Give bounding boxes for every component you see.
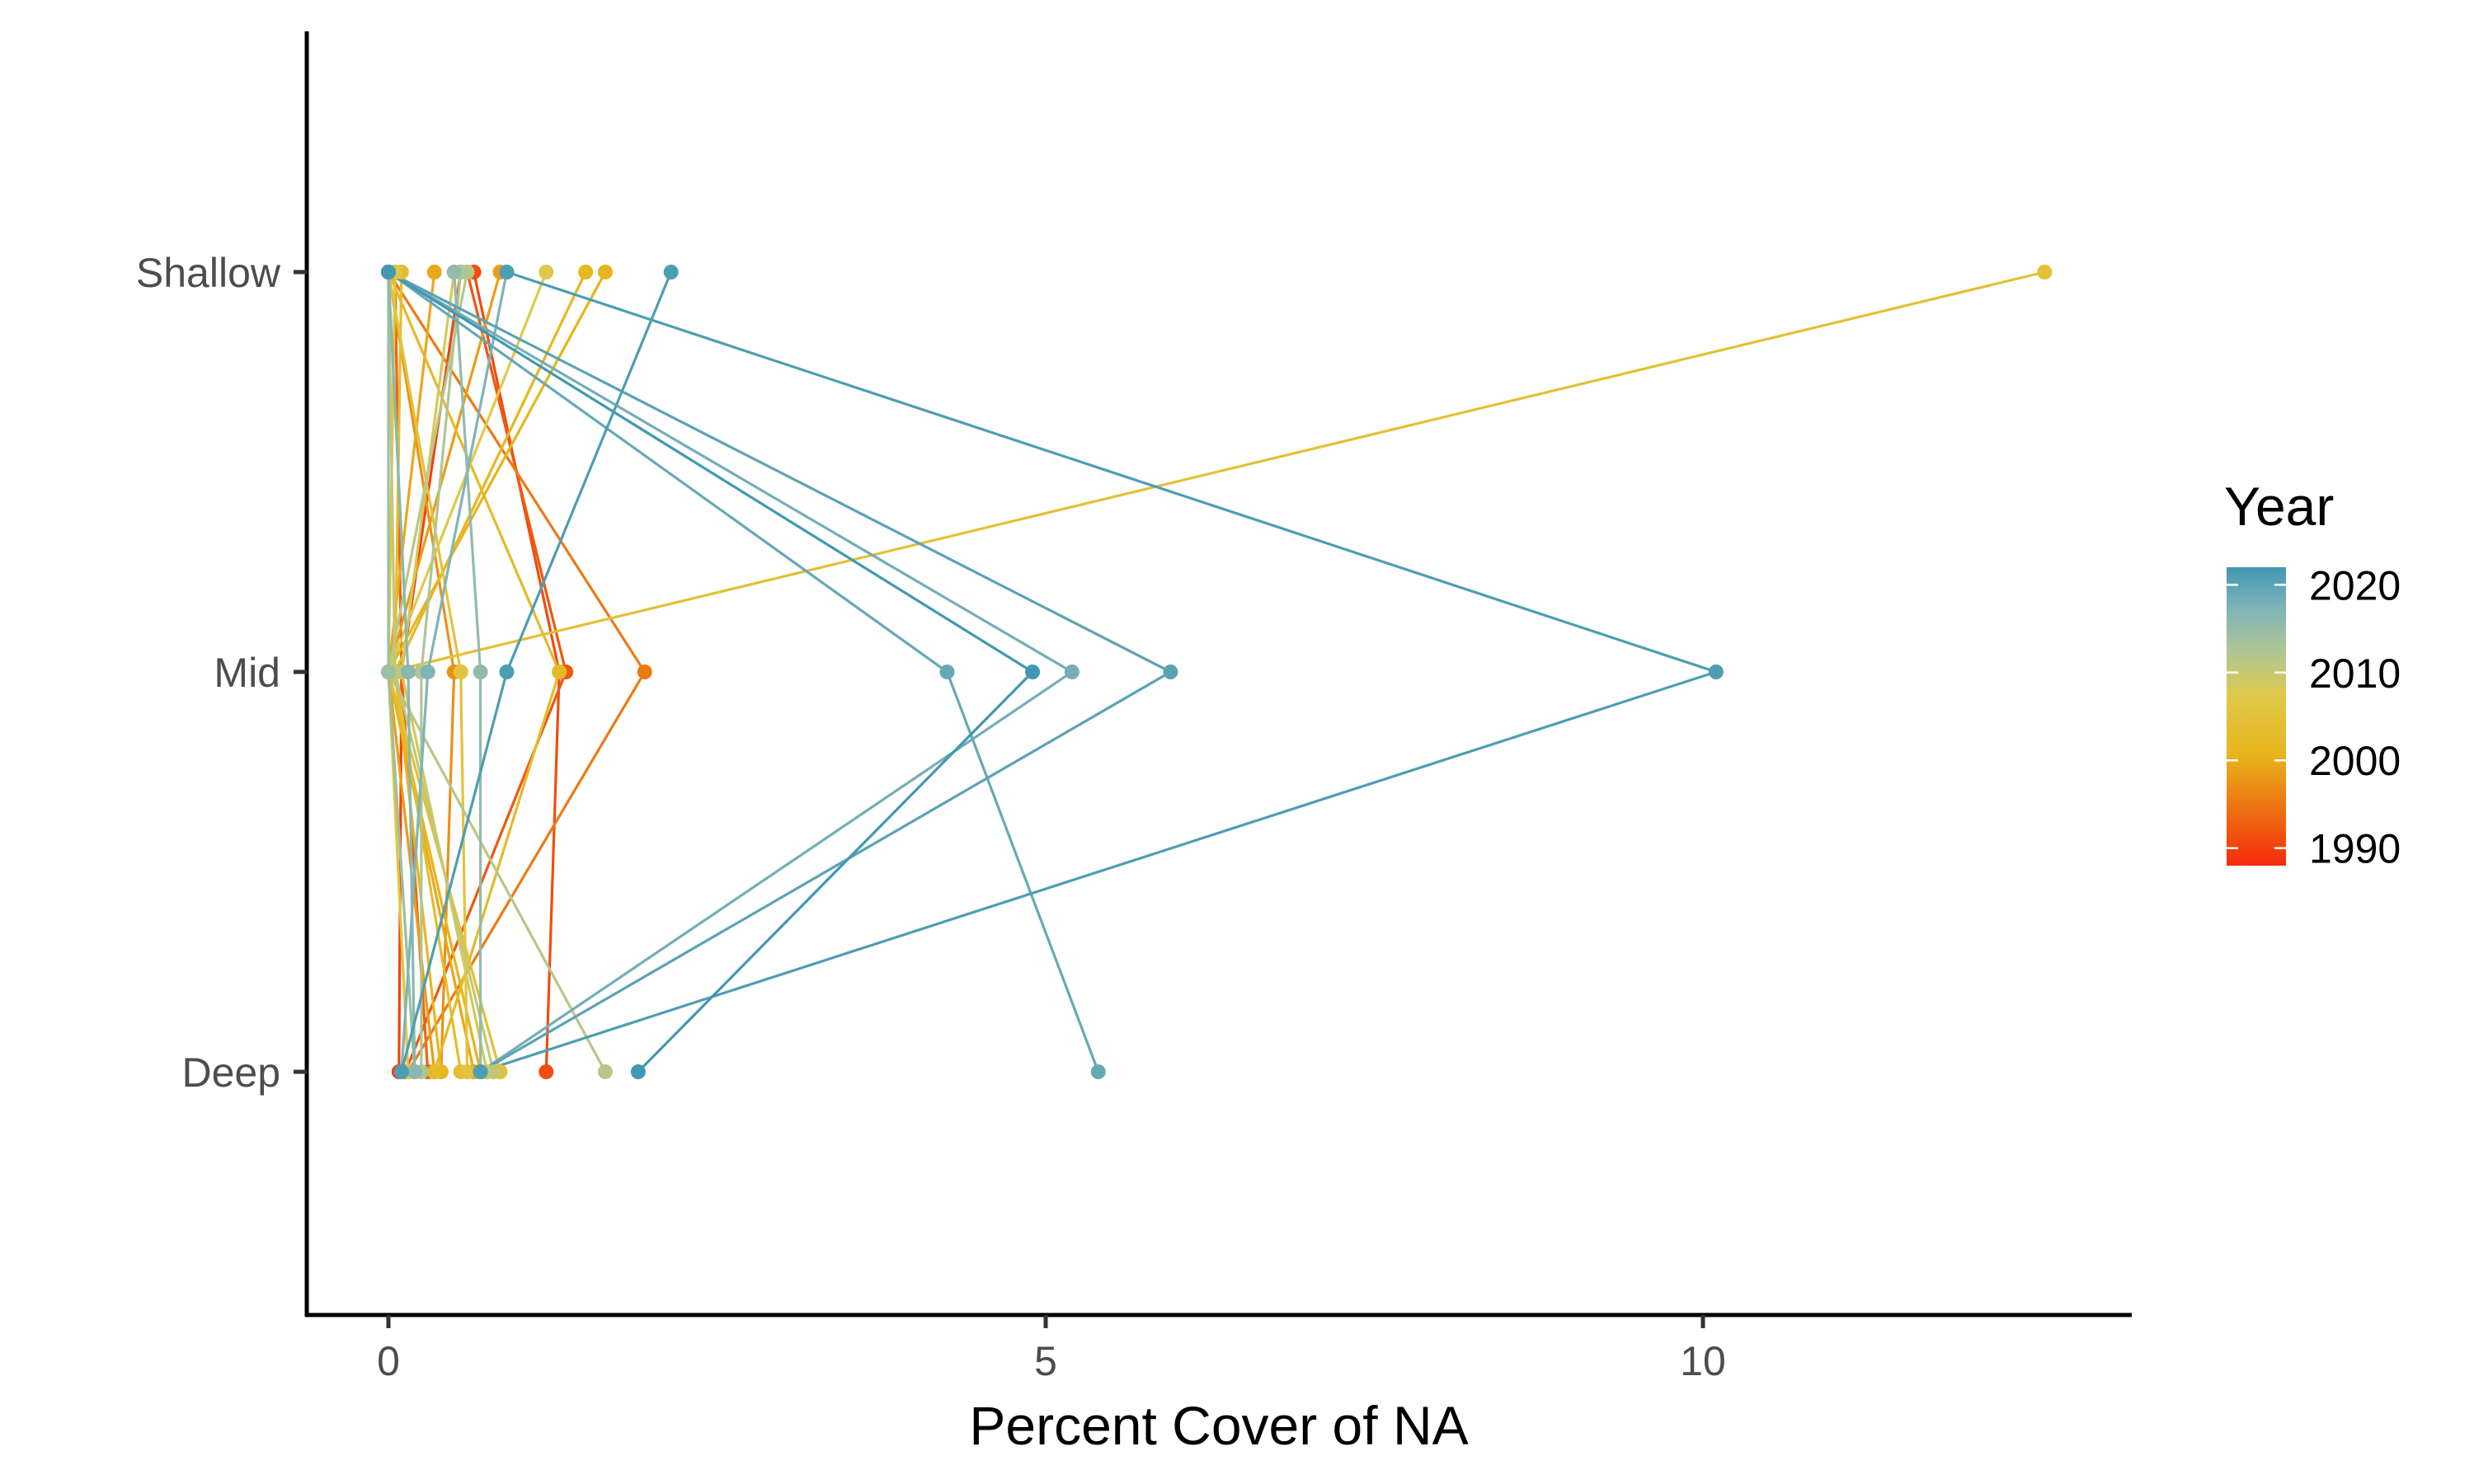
y-ticks: Deep Mid Shallow — [136, 250, 307, 1096]
legend-label-2020: 2020 — [2309, 562, 2401, 608]
point-2005-deep-13 — [459, 1064, 475, 1079]
point-2021-shallow-27 — [499, 265, 515, 279]
legend-label-1990: 1990 — [2309, 826, 2401, 872]
point-2019-deep-25 — [1090, 1064, 1106, 1079]
legend: Year 2020 2010 2000 1990 — [2224, 476, 2401, 872]
legend-ticks: 2020 2010 2000 1990 — [2227, 562, 2401, 872]
point-2001-shallow-9 — [578, 265, 594, 279]
legend-label-2010: 2010 — [2309, 650, 2401, 697]
series-line-2004-12 — [387, 270, 2045, 1073]
point-2007-shallow-15 — [539, 265, 554, 279]
point-2021-mid-27 — [1708, 665, 1724, 679]
x-tick-label-0: 0 — [377, 1338, 400, 1384]
point-2000-shallow-8 — [598, 265, 613, 279]
point-2011-deep-18 — [598, 1064, 613, 1079]
point-2002-mid-10 — [552, 665, 567, 679]
point-2004-shallow-12 — [2037, 265, 2053, 279]
point-2015-shallow-21 — [446, 265, 462, 279]
point-2002-deep-10 — [426, 1064, 442, 1079]
point-2022-shallow-29 — [381, 265, 396, 279]
y-tick-label-deep: Deep — [181, 1050, 280, 1096]
point-2016-mid-22 — [400, 665, 416, 679]
x-axis-title: Percent Cover of NA — [969, 1395, 1468, 1456]
point-2022-mid-29 — [1025, 665, 1041, 679]
point-2018-mid-24 — [1064, 665, 1079, 679]
y-tick-label-mid: Mid — [214, 650, 280, 696]
point-2005-mid-13 — [453, 665, 468, 679]
point-2017-mid-23 — [420, 665, 435, 679]
point-2010-deep-17 — [486, 1064, 501, 1079]
point-2015-mid-21 — [473, 665, 488, 679]
legend-title: Year — [2224, 476, 2334, 537]
series-line-2019-25 — [388, 270, 1100, 1073]
point-2021-shallow-28 — [663, 265, 679, 279]
legend-label-2000: 2000 — [2309, 738, 2401, 784]
point-1999-shallow-7 — [426, 265, 442, 279]
x-tick-label-10: 10 — [1680, 1338, 1726, 1384]
y-tick-label-shallow: Shallow — [136, 250, 281, 296]
point-2019-mid-25 — [939, 665, 955, 679]
plot-points — [381, 265, 2053, 1079]
legend-colorbar — [2227, 567, 2286, 866]
point-2014-mid-20 — [381, 665, 396, 679]
point-2022-deep-29 — [630, 1064, 646, 1079]
point-2020-mid-26 — [1163, 665, 1178, 679]
x-tick-label-5: 5 — [1034, 1338, 1057, 1384]
series-line-2018-24 — [388, 270, 1075, 1073]
series-line-2021-27 — [480, 270, 1721, 1073]
point-1991-deep-1 — [539, 1064, 554, 1079]
plot-lines — [387, 270, 2045, 1073]
x-ticks: 0 5 10 — [377, 1315, 1726, 1384]
point-2021-deep-27 — [473, 1064, 488, 1079]
point-2021-mid-28 — [499, 665, 515, 679]
point-2021-deep-28 — [393, 1064, 409, 1079]
point-1995-mid-4 — [637, 665, 652, 679]
point-2016-deep-22 — [407, 1064, 422, 1079]
